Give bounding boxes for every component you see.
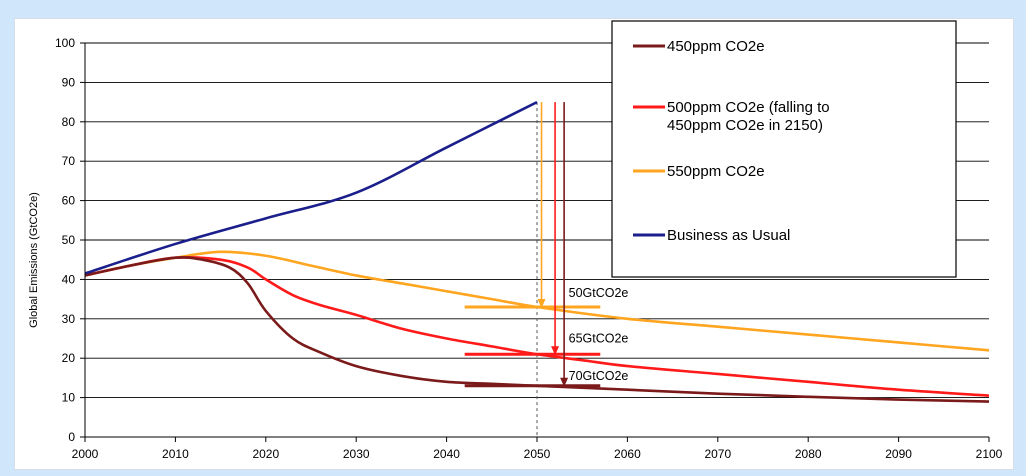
arrow-head-1 [551, 346, 560, 356]
x-tick-label-2030: 2030 [343, 447, 370, 461]
series-line-business-as-usual [84, 100, 538, 275]
x-tick-label-2080: 2080 [795, 447, 822, 461]
series-line-450ppm-co2e [84, 256, 990, 403]
series-line-550ppm-co2e [84, 250, 990, 352]
x-tick-label-2070: 2070 [704, 447, 731, 461]
annotation-layer: 50GtCO2e 65GtCO2e 70GtCO2e [464, 102, 629, 388]
arrow-head-0 [537, 298, 546, 308]
legend: 450ppm CO2e 500ppm CO2e (falling to 450p… [611, 20, 957, 278]
x-tick-label-2090: 2090 [885, 447, 912, 461]
y-tick-label-100: 100 [55, 36, 75, 50]
y-tick-label-40: 40 [62, 272, 76, 286]
y-tick-label-50: 50 [62, 233, 76, 247]
y-tick-label-90: 90 [62, 75, 76, 89]
x-tick-label-2060: 2060 [614, 447, 641, 461]
chart-frame: 50GtCO2e 65GtCO2e 70GtCO2e 0 10 20 30 40 50 60 70… [14, 18, 1014, 470]
x-tick-label-2010: 2010 [162, 447, 189, 461]
legend-label-550ppm: 550ppm CO2e [667, 163, 765, 180]
x-tick-label-2020: 2020 [252, 447, 279, 461]
y-tick-label-10: 10 [62, 391, 76, 405]
legend-label-450ppm: 450ppm CO2e [667, 38, 765, 55]
x-tick-label-2100: 2100 [976, 447, 1003, 461]
y-tick-label-70: 70 [62, 154, 76, 168]
x-tick-label-2050: 2050 [524, 447, 551, 461]
series-layer [84, 100, 990, 403]
arrow-head-2 [560, 377, 569, 387]
y-tick-label-80: 80 [62, 115, 76, 129]
x-tick-label-2040: 2040 [433, 447, 460, 461]
series-line-500ppm-co2e-falling-to-450ppm-co2e-in-2150 [84, 256, 990, 397]
x-tick-label-2000: 2000 [72, 447, 99, 461]
legend-label-500ppm-line2: 450ppm CO2e in 2150) [667, 117, 823, 134]
annotation-label-1: 65GtCO2e [569, 331, 629, 345]
legend-label-bau: Business as Usual [667, 227, 790, 244]
y-tick-label-30: 30 [62, 312, 76, 326]
y-tick-label-0: 0 [68, 430, 75, 444]
y-tick-label-60: 60 [62, 194, 76, 208]
legend-label-500ppm-line1: 500ppm CO2e (falling to [667, 99, 830, 116]
y-tick-label-20: 20 [62, 351, 76, 365]
annotation-label-0: 50GtCO2e [569, 286, 629, 300]
annotation-label-2: 70GtCO2e [569, 369, 629, 383]
legend-box [611, 20, 957, 278]
y-axis-label: Global Emissions (GtCO2e) [28, 192, 40, 328]
